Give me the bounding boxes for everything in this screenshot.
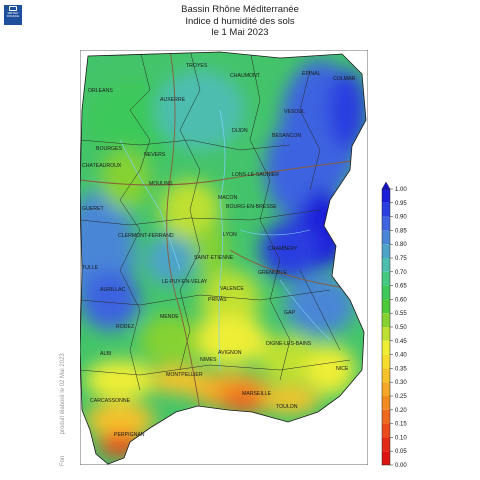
city-label: BOURG-EN-BRESSE [226,204,277,210]
city-label: LE-PUY-EN-VELAY [162,279,208,285]
city-label: PRIVAS [208,297,227,303]
colorbar-tick-label: 1.00 [395,187,407,193]
city-label: TULLE [82,265,99,271]
city-label: PERPIGNAN [114,432,145,438]
colorbar-segment [382,202,390,217]
colorbar-tick-label: 0.75 [395,256,407,262]
colorbar-svg: 1.00 0.95 0.90 0.85 0.80 0.75 0.70 0.65 0.60 0.55… [381,181,407,469]
colorbar-tick-label: 0.60 [395,297,407,303]
city-label: VALENCE [220,286,244,292]
colorbar: 1.00 0.95 0.90 0.85 0.80 0.75 0.70 0.65 0.60 0.55… [380,181,420,472]
city-label: CARCASSONNE [90,398,131,404]
map-subtitle: Indice d humidité des sols [185,16,295,27]
moisture-field [80,52,366,464]
colorbar-tick-label: 0.95 [395,201,407,207]
city-label: NIMES [200,357,217,363]
city-label: MACON [218,195,238,201]
city-label: DIJON [232,128,248,134]
city-label: CHAMBERY [268,246,298,252]
colorbar-segment [382,382,390,396]
city-label: BOURGES [96,146,122,152]
colorbar-segment [382,258,390,272]
city-labels: TROYES CHAUMONT EPINAL COLMAR ORLEANS AUXERRE… [82,63,355,438]
colorbar-tick-label: 0.85 [395,228,407,234]
map-svg: TROYES CHAUMONT EPINAL COLMAR ORLEANS AUXERRE… [80,50,368,465]
meteo-france-logo: MÉTÉO FRANCE [4,5,22,25]
city-label: GRENOBLE [258,270,287,276]
city-label: AVIGNON [218,350,242,356]
colorbar-tick-label: 0.30 [395,380,407,386]
colorbar-tick-label: 0.35 [395,366,407,372]
city-label: CLERMONT-FERRAND [118,233,174,239]
colorbar-tick-label: 0.40 [395,353,407,359]
city-label: LONS-LE-SAUNIER [232,172,279,178]
city-label: RODEZ [116,324,134,330]
map-date: le 1 Mai 2023 [211,27,269,38]
colorbar-segment [382,216,390,231]
city-label: GAP [284,310,295,316]
city-label: DIGNE-LES-BAINS [266,341,312,347]
colorbar-segment [382,354,390,369]
city-label: BESANCON [272,133,301,139]
city-label: COLMAR [333,76,355,82]
colorbar-tick-label: 0.10 [395,435,407,441]
colorbar-tick-label: 0.20 [395,408,407,414]
colorbar-tick-label: 0.15 [395,422,407,428]
colorbar-tick-label: 0.80 [395,242,407,248]
colorbar-segment [382,271,390,286]
colorbar-tick-label: 0.00 [395,463,407,469]
basin-outline [80,51,367,465]
city-label: NICE [336,366,349,372]
city-label: CHAUMONT [230,73,261,79]
map-title: Bassin Rhône Méditerranée [181,4,299,15]
city-label: TOULON [276,404,298,410]
colorbar-segment [382,327,390,341]
city-label: ALBI [100,351,111,357]
city-label: NEVERS [144,152,166,158]
colorbar-tick-label: 0.90 [395,215,407,221]
colorbar-segment [382,230,390,245]
colorbar-tick-label: 0.25 [395,394,407,400]
colorbar-segment [382,437,390,452]
colorbar-segment [382,409,390,424]
city-label: MARSEILLE [242,391,272,397]
colorbar-tick-label: 0.70 [395,270,407,276]
colorbar-segment [382,313,390,327]
colorbar-tick-label: 0.50 [395,325,407,331]
colorbar-tick-label: 0.45 [395,339,407,345]
colorbar-tick-label: 0.05 [395,449,407,455]
colorbar-tick-label: 0.55 [395,311,407,317]
city-label: LYON [223,232,237,238]
colorbar-segment [382,368,390,383]
city-label: MOULINS [149,181,173,187]
city-label: AUXERRE [160,97,186,103]
colorbar-segment [382,299,390,314]
logo-mark-icon [9,6,17,11]
city-label: MENDE [160,314,179,320]
logo-text: MÉTÉO FRANCE [6,11,20,19]
colorbar-segment [382,396,390,410]
production-credit: Fon produit élaboré le 02 Mai 2023 [60,353,66,466]
city-label: TROYES [186,63,208,69]
colorbar-segment [382,244,390,258]
colorbar-segment [382,451,390,465]
credit-text: produit élaboré le 02 Mai 2023 [60,353,66,435]
colorbar-segment [382,423,390,438]
city-label: GUERET [82,206,104,212]
city-label: SAINT-ETIENNE [194,255,234,261]
colorbar-segment [382,340,390,355]
colorbar-arrow-icon [381,181,391,190]
colorbar-segment [382,189,390,203]
city-label: CHATEAUROUX [82,163,122,169]
city-label: EPINAL [302,71,321,77]
credit-prefix: Fon [60,455,66,466]
city-label: MONTPELLIER [166,372,203,378]
city-label: AURILLAC [100,287,126,293]
colorbar-segment [382,285,390,300]
city-label: VESOUL [284,109,305,115]
soil-moisture-map: TROYES CHAUMONT EPINAL COLMAR ORLEANS AUXERRE… [80,50,368,465]
city-label: ORLEANS [88,88,113,94]
colorbar-tick-label: 0.65 [395,284,407,290]
